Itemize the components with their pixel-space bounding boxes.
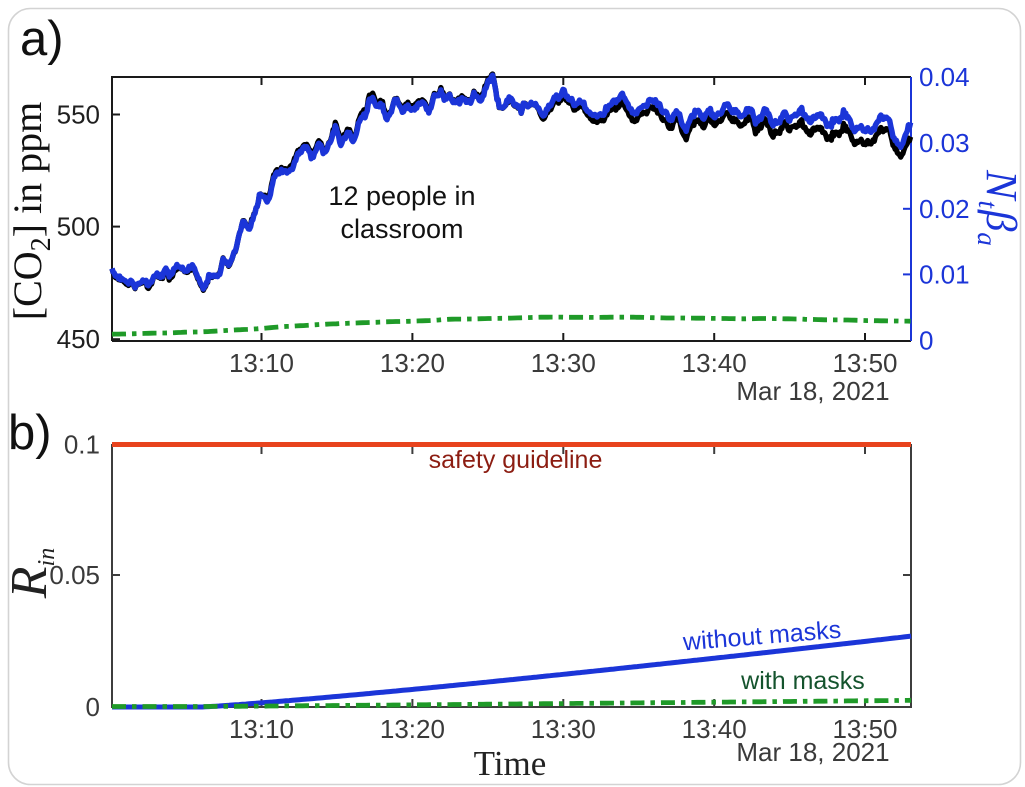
svg-text:0.05: 0.05 bbox=[49, 560, 100, 590]
svg-text:13:10: 13:10 bbox=[229, 714, 294, 744]
svg-text:[CO2] in ppm: [CO2] in ppm bbox=[5, 102, 57, 320]
svg-text:0.03: 0.03 bbox=[919, 128, 970, 158]
svg-text:Mar 18, 2021: Mar 18, 2021 bbox=[736, 737, 889, 767]
svg-text:500: 500 bbox=[57, 212, 100, 242]
svg-text:0.04: 0.04 bbox=[919, 62, 970, 92]
svg-text:450: 450 bbox=[57, 324, 100, 354]
svg-text:with masks: with masks bbox=[740, 667, 865, 695]
svg-text:13:10: 13:10 bbox=[229, 348, 294, 378]
svg-text:0: 0 bbox=[86, 692, 100, 722]
svg-text:0: 0 bbox=[919, 325, 933, 355]
svg-text:13:50: 13:50 bbox=[832, 348, 897, 378]
svg-text:classroom: classroom bbox=[340, 214, 463, 244]
svg-text:13:30: 13:30 bbox=[531, 714, 596, 744]
svg-text:13:40: 13:40 bbox=[682, 714, 747, 744]
svg-text:0.1: 0.1 bbox=[64, 430, 100, 460]
svg-text:550: 550 bbox=[57, 100, 100, 130]
svg-text:13:40: 13:40 bbox=[682, 348, 747, 378]
svg-text:a): a) bbox=[20, 12, 64, 66]
svg-text:12 people in: 12 people in bbox=[328, 181, 475, 211]
svg-text:0.01: 0.01 bbox=[919, 259, 970, 289]
svg-text:13:20: 13:20 bbox=[380, 348, 445, 378]
svg-text:13:30: 13:30 bbox=[531, 348, 596, 378]
svg-text:13:20: 13:20 bbox=[380, 714, 445, 744]
svg-text:safety guideline: safety guideline bbox=[429, 446, 603, 474]
svg-text:Time: Time bbox=[474, 744, 547, 783]
svg-text:b): b) bbox=[8, 406, 52, 460]
svg-text:Mar 18, 2021: Mar 18, 2021 bbox=[736, 376, 889, 406]
svg-text:0.02: 0.02 bbox=[919, 194, 970, 224]
svg-text:13:50: 13:50 bbox=[832, 714, 897, 744]
